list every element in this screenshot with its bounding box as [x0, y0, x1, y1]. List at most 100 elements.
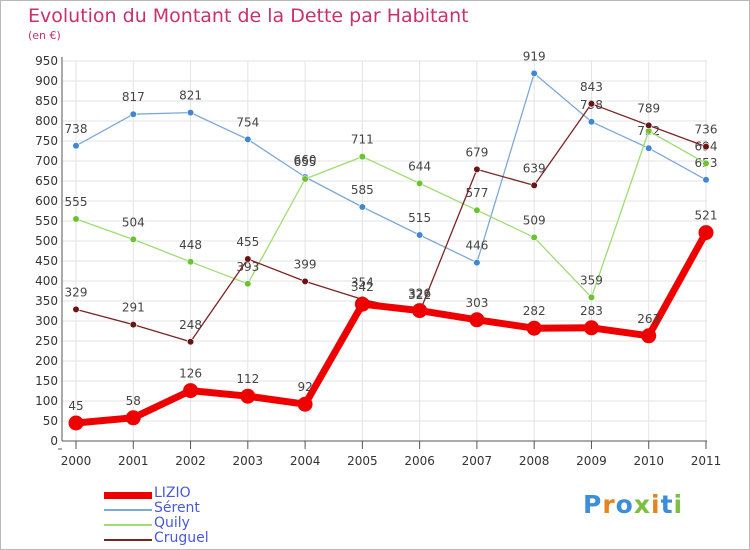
legend-swatch [104, 492, 152, 499]
data-label: 711 [351, 133, 374, 147]
data-label: 322 [408, 288, 431, 302]
data-label: 354 [351, 275, 374, 289]
x-tick-label: 2002 [175, 454, 206, 468]
data-point [125, 410, 141, 426]
logo-letter: r [602, 490, 616, 519]
data-point [645, 144, 653, 152]
data-point [301, 277, 309, 286]
data-label: 263 [637, 312, 660, 326]
data-label: 639 [523, 161, 546, 175]
chart-title: Evolution du Montant de la Dette par Hab… [28, 5, 469, 27]
y-tick-label: 800 [35, 114, 58, 128]
y-tick-label: 150 [35, 374, 58, 388]
x-tick-label: 2001 [118, 454, 149, 468]
data-point [469, 312, 485, 328]
data-label: 58 [126, 394, 141, 408]
data-point [240, 388, 256, 404]
y-tick-label: 0 [50, 434, 58, 448]
x-tick-label: 2008 [519, 454, 550, 468]
data-label: 736 [695, 123, 718, 137]
data-point [129, 235, 137, 243]
y-tick-label: 650 [35, 174, 58, 188]
data-label: 738 [65, 122, 88, 136]
data-point [129, 110, 137, 118]
x-tick-label: 2006 [404, 454, 435, 468]
data-point [186, 258, 195, 266]
data-point [412, 303, 428, 319]
x-tick-label: 2000 [61, 454, 92, 468]
logo-letter: t [660, 490, 674, 519]
data-label: 303 [465, 296, 488, 310]
data-point [530, 181, 538, 189]
logo-letter: P [583, 490, 603, 519]
y-tick-label: 250 [35, 334, 58, 348]
proxiti-logo: Proxiti [583, 490, 683, 519]
y-tick-label: 550 [35, 214, 58, 228]
data-label: 843 [580, 80, 603, 94]
data-point [186, 338, 195, 346]
data-label: 521 [695, 209, 718, 223]
y-tick-label: 350 [35, 294, 58, 308]
data-label: 821 [179, 89, 202, 103]
logo-letter: i [651, 490, 661, 519]
data-point [244, 135, 252, 143]
legend-label: Cruguel [154, 530, 209, 546]
y-tick-label: 400 [35, 274, 58, 288]
data-point [358, 153, 366, 161]
y-tick-label: 500 [35, 234, 58, 248]
data-label: 126 [179, 367, 202, 381]
y-tick-label: 750 [35, 134, 58, 148]
data-point [587, 100, 596, 108]
legend-label: LIZIO [154, 485, 191, 501]
x-tick-label: 2004 [290, 454, 321, 468]
y-tick-label: 700 [35, 154, 58, 168]
series-line-1 [75, 72, 707, 264]
data-point [587, 293, 596, 302]
data-point [68, 415, 84, 431]
data-point [244, 280, 252, 288]
data-label: 754 [236, 115, 259, 129]
legend-swatch [104, 509, 152, 511]
data-point [297, 396, 313, 412]
data-label: 248 [179, 318, 202, 332]
y-tick-label: 200 [35, 354, 58, 368]
data-point [641, 328, 657, 344]
data-point [526, 320, 542, 336]
data-point [416, 231, 424, 239]
data-label: 555 [65, 195, 88, 209]
data-label: 919 [523, 49, 546, 63]
data-point [645, 121, 653, 129]
logo-letter: x [633, 490, 651, 519]
data-point [702, 159, 710, 167]
x-tick-label: 2010 [633, 454, 664, 468]
data-label: 644 [408, 159, 431, 173]
data-point [72, 142, 80, 150]
data-label: 112 [236, 372, 259, 386]
data-label: 660 [294, 153, 317, 167]
data-label: 283 [580, 304, 603, 318]
x-tick-label: 2011 [691, 454, 722, 468]
data-point [473, 165, 481, 173]
y-tick-label: 950 [35, 54, 58, 68]
data-label: 92 [297, 380, 312, 394]
data-point [129, 321, 137, 329]
data-label: 577 [465, 186, 488, 200]
data-label: 329 [65, 285, 88, 299]
logo-letter: o [615, 490, 634, 519]
data-point [530, 233, 538, 241]
data-label: 393 [236, 260, 259, 274]
x-tick-label: 2009 [576, 454, 607, 468]
data-label: 326 [408, 287, 431, 301]
y-tick-label: 900 [35, 74, 58, 88]
data-point [358, 203, 366, 211]
series-line-0 [72, 229, 710, 427]
legend-swatch [104, 539, 152, 541]
y-tick-label: 850 [35, 94, 58, 108]
data-label: 446 [465, 239, 488, 253]
x-tick-label: 2007 [462, 454, 493, 468]
data-point [587, 118, 596, 126]
data-label: 45 [68, 399, 83, 413]
data-point [698, 225, 714, 241]
y-tick-label: 50 [43, 414, 58, 428]
